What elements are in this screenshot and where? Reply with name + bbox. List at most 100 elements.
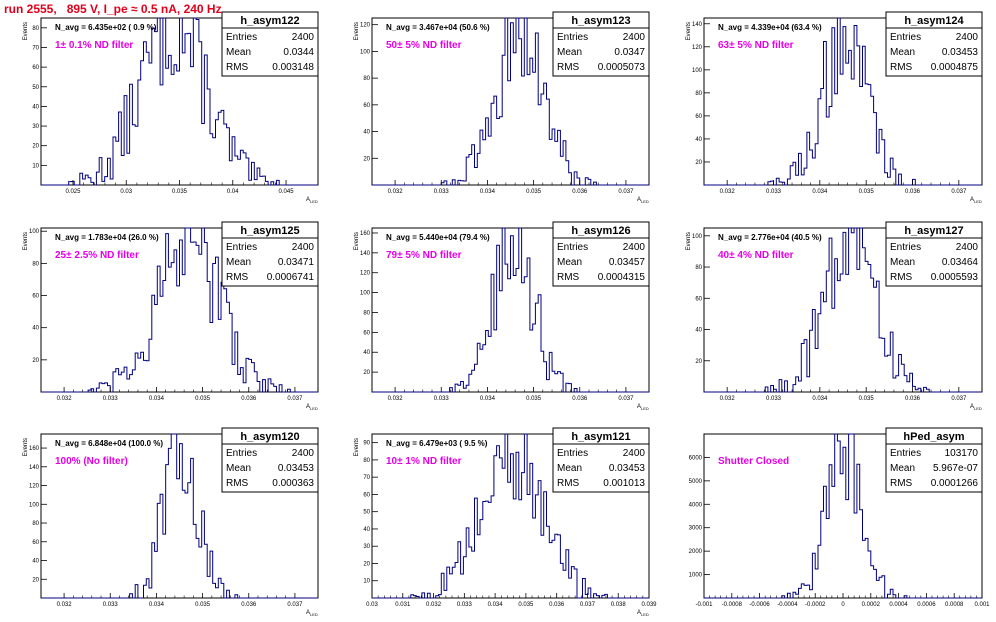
stats-box: h_asym127 Entries 2400 Mean 0.03464 RMS 0.0005… <box>885 221 983 287</box>
stats-label-rms: RMS <box>890 272 913 283</box>
x-tick-label: 0.038 <box>611 602 627 608</box>
x-tick-label: 0.036 <box>549 602 565 608</box>
stats-label-entries: Entries <box>226 32 257 43</box>
x-tick-label: 0.033 <box>434 189 450 195</box>
y-axis-title: Events <box>23 438 29 456</box>
y-tick-label: 40 <box>32 104 39 110</box>
stats-value-entries: 2400 <box>623 242 646 253</box>
x-tick-label: 0.035 <box>195 602 211 608</box>
x-tick-label: 0.036 <box>905 189 921 195</box>
stats-value-entries: 2400 <box>292 242 315 253</box>
histogram-line <box>704 17 982 186</box>
x-tick-label: 0.0004 <box>889 602 908 608</box>
y-tick-label: 80 <box>32 26 39 32</box>
y-tick-label: 100 <box>692 68 703 74</box>
y-tick-label: 20 <box>363 156 370 162</box>
stats-box: hPed_asym Entries 103170 Mean 5.967e-07 RMS 0.… <box>885 427 983 493</box>
pad-title: N_avg = 2.776e+04 (40.5 %) <box>718 233 822 242</box>
y-tick-label: 70 <box>363 475 370 481</box>
x-tick-label: 0.032 <box>388 396 404 402</box>
stats-label-mean: Mean <box>557 47 582 58</box>
y-tick-label: 20 <box>32 577 39 583</box>
pad-title: N_avg = 6.848e+04 (100.0 %) <box>55 439 163 448</box>
y-tick-label: 80 <box>32 521 39 527</box>
pad-title: N_avg = 5.440e+04 (79.4 %) <box>386 233 490 242</box>
y-tick-label: 90 <box>363 441 370 447</box>
x-tick-label: 0.0008 <box>945 602 964 608</box>
y-tick-label: 1000 <box>689 573 703 579</box>
stats-label-rms: RMS <box>557 62 580 73</box>
histogram-pad-1: 0.025 0.03 0.035 0.04 0.0451020304050607080E… <box>23 11 319 204</box>
x-tick-label: 0.034 <box>488 602 504 608</box>
filter-label: 79± 5% ND filter <box>386 250 462 261</box>
pad-title: N_avg = 6.479e+03 ( 9.5 %) <box>386 439 488 448</box>
y-tick-label: 40 <box>363 350 370 356</box>
stats-box: h_asym123 Entries 2400 Mean 0.0347 RMS 0.00050… <box>552 11 650 77</box>
x-tick-label: 0.04 <box>227 189 239 195</box>
filter-label: 10± 1% ND filter <box>386 456 462 467</box>
x-tick-label: 0.033 <box>766 189 782 195</box>
x-tick-label: 0.033 <box>103 396 119 402</box>
stats-value-rms: 0.0001266 <box>931 478 979 489</box>
y-tick-label: 80 <box>695 265 702 271</box>
histogram-name: h_asym120 <box>240 431 299 443</box>
y-tick-label: 140 <box>29 465 40 471</box>
y-tick-label: 60 <box>363 103 370 109</box>
y-tick-label: 5000 <box>689 479 703 485</box>
stats-label-entries: Entries <box>890 448 921 459</box>
stats-label-mean: Mean <box>557 463 582 474</box>
x-tick-label: 0.037 <box>287 396 303 402</box>
stats-label-mean: Mean <box>890 47 915 58</box>
x-tick-label: 0.036 <box>241 602 257 608</box>
histogram-name: h_asym121 <box>571 431 630 443</box>
x-tick-label: 0.034 <box>149 396 165 402</box>
x-axis-title: ALED <box>637 404 649 411</box>
y-tick-label: 4000 <box>689 502 703 508</box>
y-tick-label: 3000 <box>689 526 703 532</box>
stats-box: h_asym121 Entries 2400 Mean 0.03453 RMS 0.0010… <box>552 427 650 493</box>
stats-value-entries: 2400 <box>623 448 646 459</box>
stats-value-rms: 0.001013 <box>603 478 645 489</box>
stats-label-rms: RMS <box>226 478 249 489</box>
x-tick-label: 0.045 <box>279 189 295 195</box>
x-tick-label: 0.033 <box>766 396 782 402</box>
x-tick-label: 0.025 <box>65 189 81 195</box>
plot-frame <box>40 433 319 599</box>
stats-value-mean: 0.03464 <box>942 257 979 268</box>
stats-value-rms: 0.0006741 <box>267 272 315 283</box>
x-tick-label: -0.001 <box>695 602 713 608</box>
stats-value-mean: 0.03471 <box>278 257 315 268</box>
x-axis-title: ALED <box>970 197 982 204</box>
x-tick-label: 0.034 <box>812 396 828 402</box>
stats-label-rms: RMS <box>890 478 913 489</box>
y-axis-title: Events <box>354 232 360 250</box>
histogram-pad-9: -0.001 -0.0008 -0.0006 -0.0004 -0.0002 0 0.000… <box>689 427 990 608</box>
stats-label-rms: RMS <box>557 272 580 283</box>
stats-value-rms: 0.0004315 <box>598 272 646 283</box>
y-tick-label: 80 <box>695 91 702 97</box>
plot-frame <box>371 227 650 393</box>
x-tick-label: 0.039 <box>641 602 657 608</box>
stats-value-entries: 2400 <box>292 32 315 43</box>
y-tick-label: 10 <box>32 163 39 169</box>
y-tick-label: 20 <box>363 370 370 376</box>
x-tick-label: 0.001 <box>974 602 990 608</box>
x-tick-label: 0.035 <box>526 189 542 195</box>
x-tick-label: 0.037 <box>618 396 634 402</box>
histogram-line <box>704 433 982 599</box>
plot-frame <box>703 17 983 186</box>
x-axis-title: ALED <box>637 197 649 204</box>
x-tick-label: 0.032 <box>426 602 442 608</box>
x-tick-label: 0.036 <box>905 396 921 402</box>
histogram-pad-7: 0.032 0.033 0.034 0.035 0.036 0.037 20 40 60 80 10… <box>23 427 319 617</box>
stats-value-entries: 2400 <box>956 242 979 253</box>
stats-value-mean: 0.03453 <box>609 463 646 474</box>
y-tick-label: 140 <box>692 22 703 28</box>
histogram-line <box>41 17 318 186</box>
plot-frame <box>703 227 983 393</box>
stats-label-mean: Mean <box>557 257 582 268</box>
x-tick-label: 0.032 <box>57 396 73 402</box>
y-tick-label: 60 <box>32 540 39 546</box>
filter-label: 50± 5% ND filter <box>386 40 462 51</box>
